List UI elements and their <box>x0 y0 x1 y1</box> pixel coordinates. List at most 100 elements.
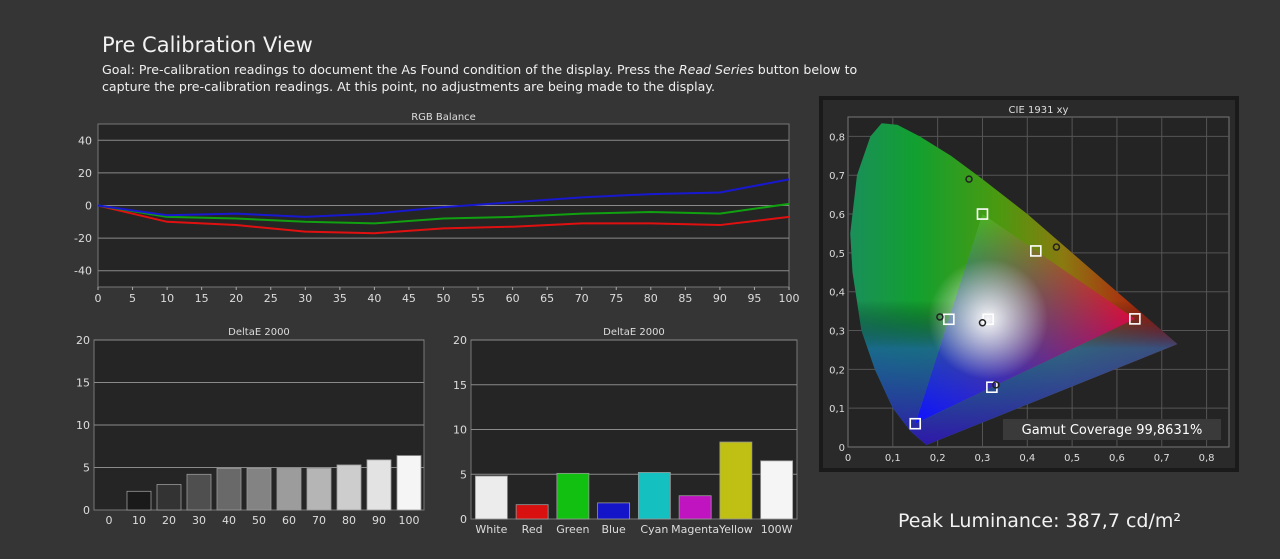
target-marker <box>1030 245 1042 257</box>
x-tick-label: 20 <box>162 514 176 527</box>
y-tick-label: 40 <box>78 134 92 147</box>
chart-title: DeltaE 2000 <box>228 327 290 338</box>
series-line-2 <box>97 178 790 218</box>
y-tick-label: 15 <box>453 379 467 392</box>
y-tick-label: 10 <box>76 419 90 432</box>
bar <box>515 504 549 520</box>
y-tick-label: 0 <box>83 504 90 517</box>
y-tick-label: 10 <box>453 424 467 437</box>
x-tick-label: 0,5 <box>1064 453 1080 464</box>
y-tick-label: 0,6 <box>829 210 845 221</box>
measured-point <box>1052 243 1061 251</box>
y-tick-label: -40 <box>74 265 92 278</box>
x-tick-label: 90 <box>372 514 386 527</box>
x-tick-label: 10 <box>160 292 174 305</box>
x-tick-label: 0,1 <box>885 453 901 464</box>
x-tick-label: 10 <box>132 514 146 527</box>
y-tick-label: 0 <box>839 443 845 454</box>
bar <box>637 472 671 520</box>
chart-title: CIE 1931 xy <box>1009 105 1069 116</box>
bar <box>678 495 712 520</box>
y-tick-label: 0 <box>85 200 92 213</box>
x-tick-label: 75 <box>609 292 623 305</box>
chart-title: DeltaE 2000 <box>603 327 665 338</box>
x-tick-label: 60 <box>282 514 296 527</box>
x-tick-label: 100W <box>761 523 793 536</box>
y-tick-label: 0,3 <box>829 327 845 338</box>
y-tick-label: 0 <box>460 513 467 526</box>
y-tick-label: 0,5 <box>829 249 845 260</box>
x-tick-label: 40 <box>222 514 236 527</box>
x-tick-label: 95 <box>747 292 761 305</box>
bar <box>556 472 590 520</box>
x-tick-label: 0,7 <box>1154 453 1170 464</box>
page-title: Pre Calibration View <box>102 33 313 57</box>
x-tick-label: 0 <box>106 514 113 527</box>
x-tick-label: Magenta <box>671 523 719 536</box>
bar <box>336 464 362 511</box>
y-tick-label: 5 <box>83 462 90 475</box>
x-tick-label: 90 <box>713 292 727 305</box>
x-tick-label: 0,8 <box>1199 453 1215 464</box>
bar <box>719 441 753 520</box>
bar <box>306 467 332 511</box>
target-marker <box>909 417 922 430</box>
y-tick-label: 15 <box>76 377 90 390</box>
target-marker <box>976 208 989 220</box>
bar <box>246 467 272 511</box>
gamut-coverage-label: Gamut Coverage 99,8631% <box>1022 423 1203 438</box>
x-tick-label: Blue <box>601 523 626 536</box>
y-tick-label: 20 <box>453 334 467 347</box>
bar <box>760 460 794 520</box>
x-tick-label: 25 <box>264 292 278 305</box>
target-marker <box>943 313 955 326</box>
y-tick-label: 20 <box>78 167 92 180</box>
goal-text-prefix: Goal: Pre-calibration readings to docume… <box>102 62 679 77</box>
x-tick-label: 35 <box>333 292 347 305</box>
y-tick-label: 0,7 <box>829 171 845 182</box>
cie-1931-chart: CIE 1931 xy 0,8 0,7 0,6 0,5 0,4 0,3 0,2 0,1 00 0,1… <box>819 96 1239 472</box>
x-tick-label: 60 <box>506 292 520 305</box>
bar <box>597 502 631 520</box>
y-tick-label: 0,8 <box>829 132 845 143</box>
x-tick-label: Yellow <box>718 523 753 536</box>
bar <box>186 473 212 511</box>
bar <box>126 490 152 511</box>
x-tick-label: Red <box>522 523 543 536</box>
x-tick-label: 0,3 <box>975 453 991 464</box>
x-tick-label: 55 <box>471 292 485 305</box>
x-tick-label: 30 <box>298 292 312 305</box>
x-tick-label: White <box>475 523 507 536</box>
x-tick-label: 0,4 <box>1019 453 1035 464</box>
y-tick-label: -20 <box>74 232 92 245</box>
y-tick-label: 0,2 <box>829 365 845 376</box>
series-line-1 <box>97 202 790 225</box>
gamut-coverage-box <box>1003 419 1221 440</box>
chart-title: RGB Balance <box>411 112 476 123</box>
x-tick-label: 20 <box>229 292 243 305</box>
bar <box>474 475 508 520</box>
x-tick-label: 65 <box>540 292 554 305</box>
measured-point <box>965 175 973 183</box>
x-tick-label: 100 <box>779 292 800 305</box>
bar <box>366 459 392 511</box>
y-tick-label: 5 <box>460 468 467 481</box>
x-tick-label: 0 <box>845 453 851 464</box>
x-tick-label: 70 <box>312 514 326 527</box>
bar <box>396 455 422 511</box>
x-tick-label: 100 <box>399 514 420 527</box>
deltae-colors-chart: DeltaE 2000 20 15 10 5 0 White Red Green Blue Cyan… <box>453 327 798 536</box>
measured-point <box>992 381 1000 389</box>
x-tick-label: 85 <box>678 292 692 305</box>
x-tick-label: 30 <box>192 514 206 527</box>
measured-point <box>978 319 987 327</box>
rgb-balance-chart: RGB Balance 40 20 0 -20 -40 0 5 10 15 20 25 30 35 40 45… <box>74 112 800 305</box>
x-tick-label: 80 <box>644 292 658 305</box>
y-tick-label: 20 <box>76 334 90 347</box>
bar <box>276 467 302 511</box>
target-marker <box>1129 313 1141 325</box>
x-tick-label: 0 <box>95 292 102 305</box>
series-line-0 <box>97 204 790 235</box>
x-tick-label: Cyan <box>640 523 668 536</box>
